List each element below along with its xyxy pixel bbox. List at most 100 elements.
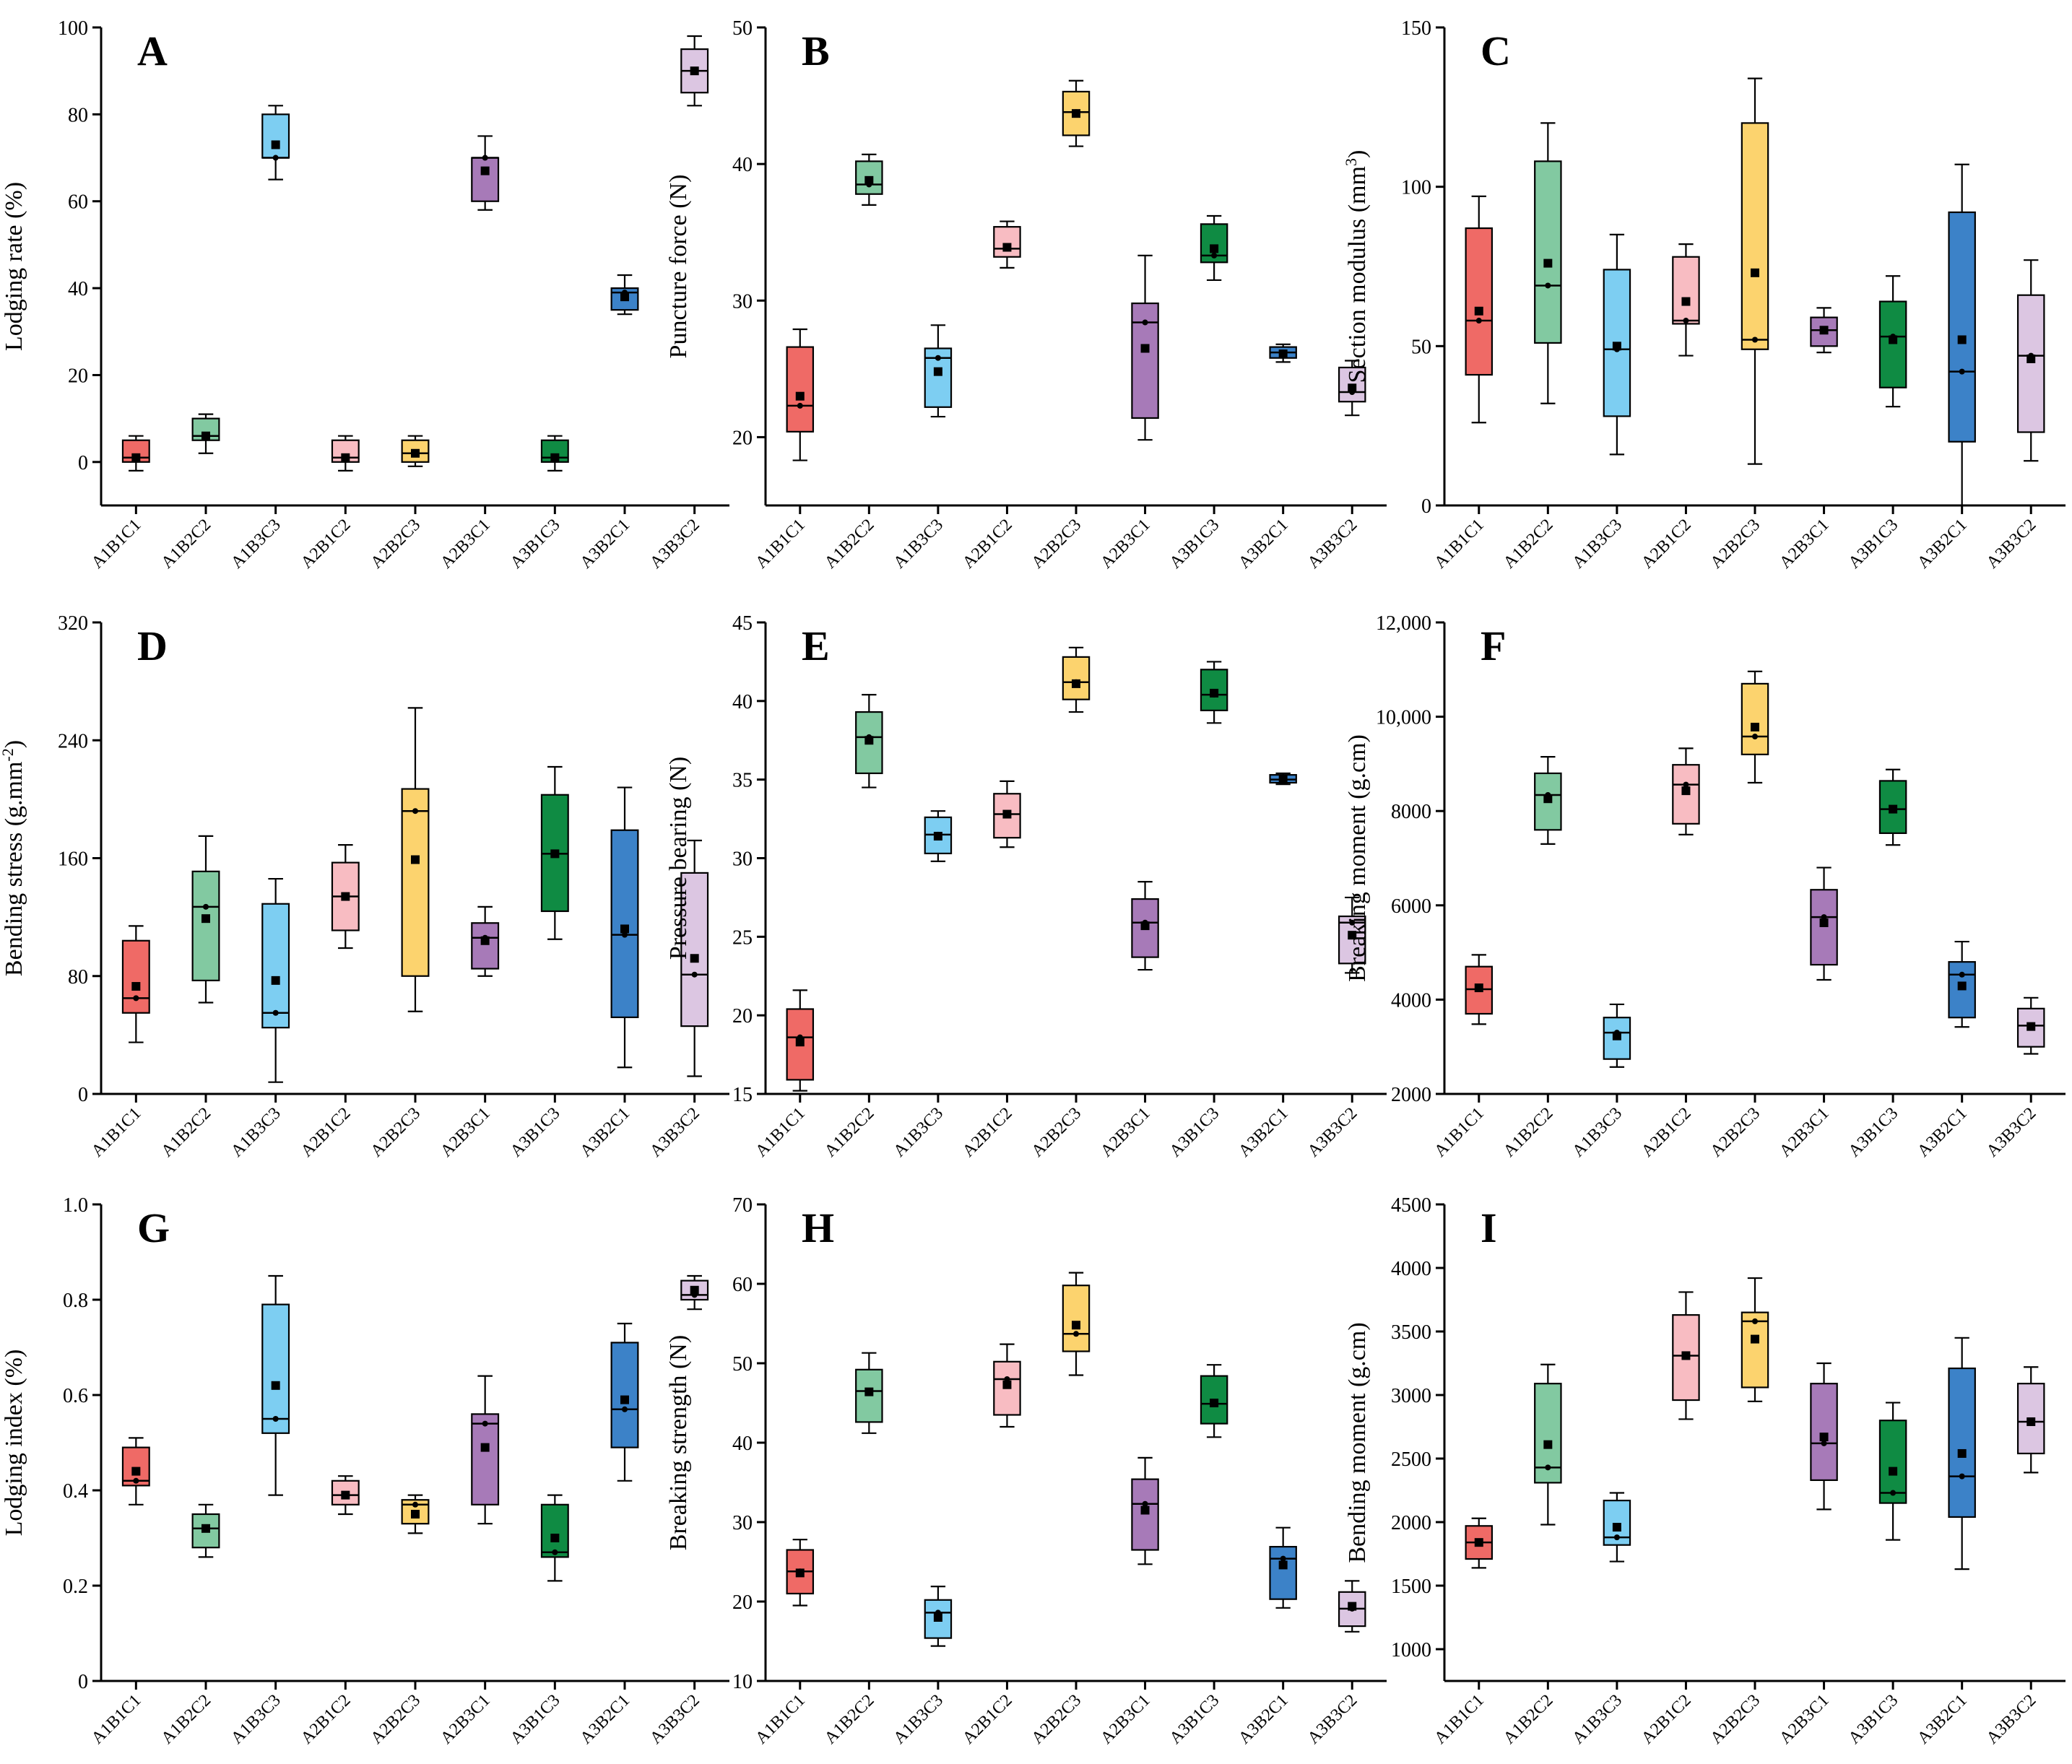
x-category-label: A1B2C2	[157, 1691, 214, 1748]
x-category-label: A2B2C3	[1028, 1691, 1085, 1748]
box-a1b2c2: A1B2C2	[157, 835, 220, 1161]
x-category-label: A3B3C2	[646, 1104, 703, 1161]
box-a2b2c3: A2B2C3	[1028, 1272, 1091, 1748]
y-tick-label: 30	[732, 848, 753, 871]
box-a2b1c2: A2B1C2	[298, 435, 360, 573]
y-axis-title: Bending moment (g.cm)	[1344, 1322, 1371, 1563]
x-category-label: A3B2C1	[1914, 516, 1971, 573]
mean-marker	[271, 976, 280, 985]
mean-marker	[1210, 244, 1219, 253]
y-tick-label: 10,000	[1376, 707, 1431, 729]
x-category-label: A1B3C3	[227, 1691, 285, 1748]
y-tick-label: 45	[732, 612, 753, 635]
x-category-label: A2B3C1	[1097, 1691, 1154, 1748]
box-a3b3c2: A3B3C2	[1304, 360, 1366, 573]
x-category-label: A3B1C3	[507, 516, 564, 573]
median-dot	[482, 1420, 488, 1427]
mean-marker	[131, 453, 141, 462]
panel-letter: F	[1481, 622, 1506, 669]
x-category-label: A3B1C3	[1845, 516, 1902, 573]
box-iqr	[1465, 227, 1494, 376]
mean-marker	[411, 855, 420, 864]
x-category-label: A3B1C3	[1845, 1691, 1902, 1748]
box-a1b1c1: A1B1C1	[88, 1437, 150, 1748]
median-dot	[1752, 336, 1758, 343]
x-category-label: A1B3C3	[890, 1691, 947, 1748]
x-category-label: A1B1C1	[1431, 1104, 1488, 1161]
y-tick-label: 4500	[1391, 1194, 1431, 1217]
x-category-label: A1B1C1	[752, 516, 809, 573]
panel-letter: H	[802, 1204, 834, 1251]
box-a2b3c1: A2B3C1	[1097, 1456, 1159, 1748]
y-tick-label: 40	[732, 1433, 753, 1455]
mean-marker	[864, 736, 874, 745]
box-a1b2c2: A1B2C2	[1500, 1363, 1562, 1748]
box-a1b3c3: A1B3C3	[890, 324, 953, 573]
panel-i: 1000 1500 2000 2500 3000 3500 4000 4500 Bending …	[1344, 1194, 2066, 1748]
median-dot	[1280, 1555, 1286, 1562]
x-category-label: A3B3C2	[646, 516, 703, 573]
box-a3b2c1: A3B2C1	[1235, 1526, 1297, 1748]
mean-marker	[480, 936, 490, 945]
y-axis-title: Pressure bearing (N)	[665, 757, 692, 960]
box-a2b1c2: A2B1C2	[1638, 243, 1700, 573]
y-tick-label: 0	[78, 1671, 88, 1693]
y-tick-label: 4000	[1391, 989, 1431, 1012]
mean-marker	[1474, 983, 1483, 993]
x-category-label: A1B1C1	[1431, 516, 1488, 573]
box-a3b2c1: A3B2C1	[1235, 772, 1297, 1161]
box-iqr	[1810, 889, 1838, 966]
box-a3b3c2: A3B3C2	[1983, 1366, 2045, 1748]
box-a3b2c1: A3B2C1	[576, 1322, 639, 1748]
box-a1b3c3: A1B3C3	[1569, 1492, 1631, 1748]
box-iqr	[261, 903, 290, 1029]
mean-marker	[1140, 921, 1150, 931]
x-category-label: A2B3C1	[437, 1104, 494, 1161]
panel-letter: B	[802, 27, 830, 74]
x-category-label: A2B2C3	[1707, 1691, 1764, 1748]
mean-marker	[1348, 383, 1357, 393]
y-axis-title: Puncture force (N)	[665, 175, 692, 359]
mean-marker	[1751, 1334, 1759, 1344]
x-category-label: A1B1C1	[752, 1691, 809, 1748]
y-tick-label: 0.8	[63, 1290, 88, 1312]
x-category-label: A1B1C1	[88, 516, 145, 573]
box-a2b2c3: A2B2C3	[1028, 646, 1091, 1161]
mean-marker	[795, 1568, 805, 1578]
mean-marker	[1140, 344, 1150, 353]
box-a2b3c1: A2B3C1	[437, 135, 500, 573]
y-tick-label: 3000	[1391, 1385, 1431, 1407]
mean-marker	[2027, 354, 2036, 363]
x-category-label: A3B2C1	[576, 1691, 633, 1748]
x-category-label: A1B3C3	[890, 516, 947, 573]
x-category-label: A2B1C2	[959, 1691, 1016, 1748]
y-tick-label: 8000	[1391, 801, 1431, 823]
mean-marker	[550, 849, 560, 859]
mean-marker	[1819, 918, 1829, 927]
x-category-label: A2B3C1	[1097, 1104, 1154, 1161]
box-iqr	[2016, 1007, 2045, 1048]
box-a2b3c1: A2B3C1	[437, 905, 500, 1161]
box-a1b1c1: A1B1C1	[1431, 954, 1494, 1161]
box-iqr	[1810, 1383, 1838, 1482]
box-iqr	[261, 113, 290, 159]
x-category-label: A2B1C2	[1638, 1104, 1695, 1161]
y-tick-label: 20	[68, 365, 88, 387]
x-category-label: A1B1C1	[1431, 1691, 1488, 1748]
x-category-label: A3B2C1	[1235, 1691, 1292, 1748]
median-dot	[1142, 319, 1148, 326]
box-a2b1c2: A2B1C2	[298, 1475, 360, 1748]
mean-marker	[1072, 1321, 1080, 1330]
x-category-label: A1B1C1	[88, 1104, 145, 1161]
x-category-label: A1B2C2	[1500, 516, 1557, 573]
box-a2b2c3: A2B2C3	[367, 435, 430, 573]
x-category-label: A3B3C2	[1983, 1691, 2040, 1748]
box-a1b2c2: A1B2C2	[821, 1352, 883, 1748]
median-dot	[482, 155, 488, 161]
box-a1b2c2: A1B2C2	[157, 413, 220, 573]
mean-marker	[690, 66, 699, 76]
y-tick-label: 20	[732, 1005, 753, 1027]
box-iqr	[121, 939, 150, 1014]
box-a1b1c1: A1B1C1	[1431, 1517, 1494, 1748]
mean-marker	[1612, 342, 1621, 351]
